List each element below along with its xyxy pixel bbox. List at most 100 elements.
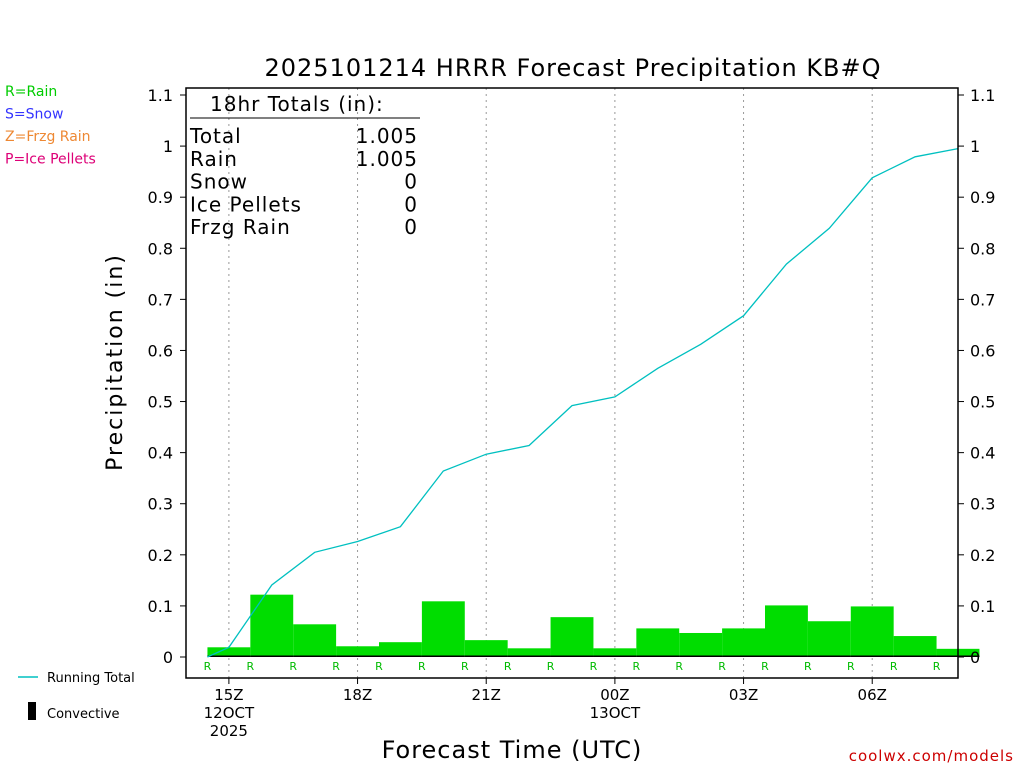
- legend-label: Running Total: [47, 671, 135, 686]
- hourly-bars: [207, 594, 980, 657]
- totals-value: 1.005: [356, 147, 418, 171]
- totals-label: Rain: [190, 147, 238, 171]
- precip-bar: [207, 647, 251, 657]
- x-tick-label: 13OCT: [590, 704, 641, 722]
- x-tick-label: 03Z: [729, 686, 758, 704]
- x-tick-label: 06Z: [858, 686, 887, 704]
- credit-text: coolwx.com/models: [849, 747, 1014, 765]
- y-tick-label: 1.1: [148, 86, 173, 105]
- convective-bar: [250, 655, 294, 657]
- totals-value: 0: [404, 170, 418, 194]
- precip-bar: [593, 648, 637, 657]
- convective-bar: [507, 655, 551, 657]
- x-tick-label: 18Z: [343, 686, 372, 704]
- precip-bar: [679, 632, 723, 657]
- precip-type-mark: R: [332, 660, 340, 673]
- precip-bar: [421, 601, 465, 657]
- type-legend-item: Z=Frzg Rain: [5, 129, 91, 145]
- precip-bar: [850, 606, 894, 657]
- chart-title: 2025101214 HRRR Forecast Precipitation K…: [264, 54, 881, 82]
- y-tick-label: 0.5: [148, 393, 173, 412]
- y-tick-label: 0.4: [970, 444, 995, 463]
- convective-bar: [550, 655, 594, 657]
- precip-bar: [507, 648, 551, 657]
- y-tick-label: 1.1: [970, 86, 995, 105]
- convective-bar: [807, 655, 851, 657]
- convective-bar: [850, 655, 894, 657]
- y-tick-label: 0: [163, 648, 173, 667]
- precip-bar: [893, 636, 937, 657]
- convective-bar: [464, 655, 508, 657]
- y-tick-label: 0.5: [970, 393, 995, 412]
- convective-bar: [421, 655, 465, 657]
- precip-bar: [807, 621, 851, 657]
- y-tick-label: 0.7: [148, 290, 173, 309]
- x-tick-label: 00Z: [600, 686, 629, 704]
- convective-bar: [679, 655, 723, 657]
- convective-bar: [593, 655, 637, 657]
- precip-bar: [293, 624, 337, 657]
- y-tick-label: 0.6: [970, 341, 995, 360]
- precip-type-mark: R: [718, 660, 726, 673]
- y-tick-label: 0.2: [148, 546, 173, 565]
- convective-bar: [893, 655, 937, 657]
- y-tick-label: 0.2: [970, 546, 995, 565]
- y-tick-label: 0.8: [148, 239, 173, 258]
- precip-type-mark: R: [804, 660, 812, 673]
- convective-bar: [636, 655, 680, 657]
- convective-bar: [379, 655, 422, 657]
- precip-type-mark: R: [547, 660, 555, 673]
- precip-type-mark: R: [289, 660, 297, 673]
- convective-bar: [207, 655, 251, 657]
- totals-label: Snow: [190, 170, 248, 194]
- y-tick-label: 0.9: [970, 188, 995, 207]
- x-tick-label: 15Z: [214, 686, 243, 704]
- totals-box: 18hr Totals (in): Total 1.005 Rain 1.005 Sno…: [189, 92, 420, 239]
- precip-type-mark: R: [847, 660, 855, 673]
- precip-bar: [636, 628, 680, 657]
- precip-type-legend: R=Rain S=Snow Z=Frzg Rain P=Ice Pellets: [5, 84, 96, 168]
- precip-type-mark: R: [247, 660, 255, 673]
- y-tick-label: 1: [163, 137, 173, 156]
- y-tick-label: 0.4: [148, 444, 173, 463]
- y-tick-label: 0.7: [970, 290, 995, 309]
- precip-bar: [550, 617, 594, 657]
- precip-type-mark: R: [375, 660, 383, 673]
- precip-bar: [336, 646, 379, 657]
- y-tick-label: 0.3: [970, 495, 995, 514]
- x-tick-label: 21Z: [472, 686, 501, 704]
- type-legend-item: R=Rain: [5, 84, 57, 100]
- totals-value: 0: [404, 192, 418, 216]
- running-total-line: [207, 147, 959, 658]
- totals-value: 1.005: [356, 124, 418, 148]
- precip-type-mark: R: [504, 660, 512, 673]
- type-legend-item: S=Snow: [5, 107, 63, 123]
- precip-bar: [379, 642, 422, 657]
- y-axis-left: 0 0.1 0.2 0.3 0.4 0.5 0.6 0.7 0.8 0.9 1 1.1: [148, 86, 186, 667]
- precip-bar: [464, 640, 508, 657]
- y-tick-label: 0.1: [148, 597, 173, 616]
- precip-bar: [765, 605, 808, 657]
- totals-label: Ice Pellets: [190, 192, 302, 216]
- y-tick-label: 0.8: [970, 239, 995, 258]
- x-axis-label: Forecast Time (UTC): [382, 736, 643, 764]
- y-tick-label: 0: [970, 648, 980, 667]
- precip-type-mark: R: [890, 660, 898, 673]
- x-tick-label: 2025: [210, 722, 248, 740]
- precip-bar: [722, 628, 765, 657]
- precip-type-mark: R: [590, 660, 598, 673]
- gridlines: [228, 88, 873, 678]
- precip-type-mark: R: [418, 660, 426, 673]
- plot-frame: [185, 87, 959, 679]
- totals-value: 0: [404, 215, 418, 239]
- y-tick-label: 0.1: [970, 597, 995, 616]
- precip-type-mark: R: [633, 660, 641, 673]
- y-axis-right: 0 0.1 0.2 0.3 0.4 0.5 0.6 0.7 0.8 0.9 1 1.1: [958, 86, 995, 667]
- precip-type-mark: R: [204, 660, 212, 673]
- type-legend-item: P=Ice Pellets: [5, 152, 96, 168]
- precip-type-mark: R: [461, 660, 469, 673]
- y-tick-label: 0.9: [148, 188, 173, 207]
- y-tick-label: 1: [970, 137, 980, 156]
- totals-rows: Total 1.005 Rain 1.005 Snow 0 Ice Pellets 0 Frzg…: [189, 124, 418, 239]
